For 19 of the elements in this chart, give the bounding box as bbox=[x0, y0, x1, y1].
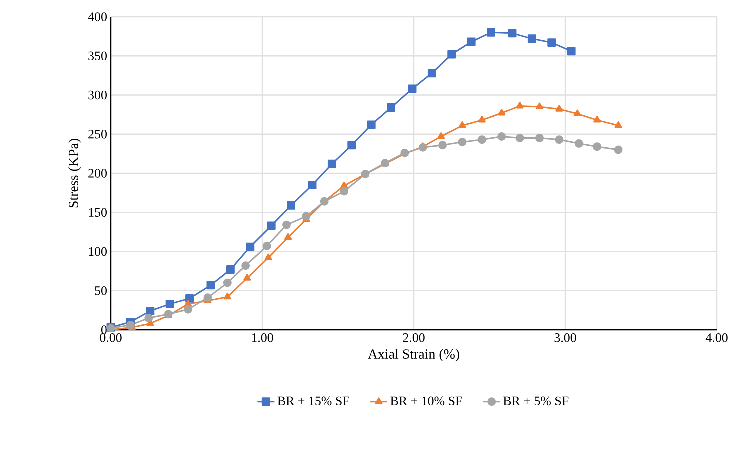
x-axis-title: Axial Strain (%) bbox=[368, 349, 460, 362]
legend-label: BR + 15% SF bbox=[278, 396, 350, 406]
x-tick-label: 2.00 bbox=[403, 334, 425, 342]
x-tick-label: 3.00 bbox=[554, 334, 576, 342]
y-tick-label: 350 bbox=[88, 52, 107, 60]
y-tick-label: 400 bbox=[88, 12, 107, 22]
y-tick-label: 0 bbox=[102, 326, 107, 334]
y-tick-label: 250 bbox=[88, 130, 107, 139]
y-tick-label: 200 bbox=[88, 169, 107, 178]
x-tick-label: 4.00 bbox=[706, 334, 728, 342]
y-tick-label: 300 bbox=[88, 90, 107, 100]
legend-label: BR + 5% SF bbox=[504, 396, 569, 406]
y-axis-title: Stress (KPa) bbox=[68, 139, 82, 208]
x-tick-label: 0.00 bbox=[100, 334, 122, 342]
y-tick-label: 150 bbox=[89, 208, 107, 217]
legend-label: BR + 10% SF bbox=[390, 396, 462, 406]
x-tick-label: 1.00 bbox=[252, 334, 274, 342]
y-tick-label: 100 bbox=[89, 247, 107, 256]
y-tick-label: 50 bbox=[95, 286, 107, 296]
